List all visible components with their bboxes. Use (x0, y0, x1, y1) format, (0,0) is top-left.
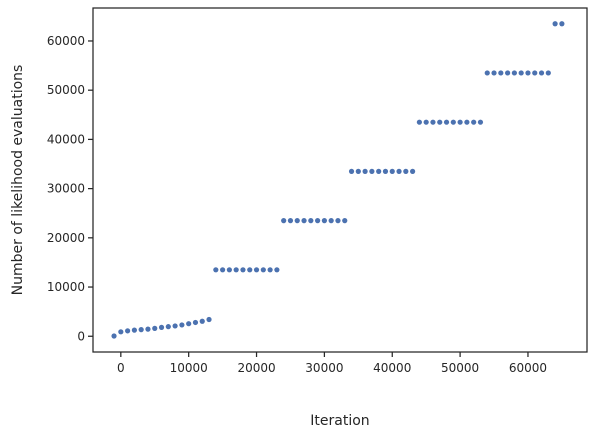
data-point-26 (287, 218, 294, 224)
data-point-41 (389, 168, 395, 174)
data-point-48 (437, 119, 443, 125)
y-tick-label: 50000 (47, 83, 85, 97)
data-point-46 (423, 119, 429, 125)
data-point-33 (335, 218, 341, 224)
data-point-16 (220, 267, 226, 273)
data-point-11 (186, 321, 192, 327)
data-points (111, 21, 565, 339)
data-point-28 (301, 218, 307, 224)
y-axis-label: Number of likelihood evaluations (10, 65, 26, 296)
data-point-19 (240, 267, 246, 273)
data-point-7 (158, 324, 165, 330)
data-point-52 (464, 119, 470, 125)
data-point-40 (382, 168, 389, 174)
data-point-3 (131, 327, 137, 333)
y-tick-label: 10000 (47, 280, 85, 294)
data-point-51 (457, 119, 463, 125)
data-point-58 (505, 70, 511, 76)
data-point-24 (274, 267, 280, 273)
x-tick-label: 60000 (509, 361, 547, 375)
x-axis-ticks: 0 10000 20000 30000 40000 50000 60000 (117, 352, 547, 375)
data-point-5 (145, 326, 151, 332)
x-tick-label: 50000 (441, 361, 479, 375)
data-point-17 (226, 267, 232, 273)
y-tick-label: 40000 (47, 132, 85, 146)
data-point-37 (362, 168, 368, 174)
x-tick-label: 20000 (237, 361, 275, 375)
data-point-60 (518, 70, 524, 76)
data-point-15 (213, 267, 219, 273)
data-point-34 (342, 218, 348, 224)
data-point-66 (559, 21, 565, 27)
data-point-25 (281, 218, 287, 224)
data-point-43 (403, 168, 409, 174)
data-point-47 (430, 119, 436, 125)
data-point-61 (525, 70, 531, 76)
data-point-35 (348, 168, 355, 174)
data-point-1 (118, 329, 124, 335)
y-tick-label: 30000 (47, 182, 85, 196)
data-point-59 (511, 70, 517, 76)
data-point-50 (450, 119, 456, 125)
data-point-45 (416, 119, 422, 125)
data-point-32 (328, 218, 334, 224)
y-tick-label: 20000 (47, 231, 85, 245)
data-point-23 (267, 267, 273, 273)
data-point-44 (410, 168, 416, 174)
data-point-21 (253, 267, 260, 273)
plot-area-frame (92, 7, 588, 353)
data-point-63 (538, 70, 545, 76)
data-point-39 (376, 168, 382, 174)
x-tick-label: 0 (117, 361, 125, 375)
data-point-42 (396, 168, 402, 174)
data-point-27 (294, 218, 300, 224)
data-point-62 (532, 70, 538, 76)
data-point-6 (152, 325, 158, 331)
x-axis-label: Iteration (310, 413, 369, 429)
data-point-12 (192, 319, 199, 326)
data-point-57 (498, 70, 504, 76)
data-point-31 (321, 218, 327, 224)
data-point-14 (206, 316, 212, 323)
data-point-36 (355, 168, 361, 174)
y-tick-label: 0 (77, 329, 85, 343)
x-tick-label: 30000 (305, 361, 343, 375)
y-axis-ticks: 0 10000 20000 30000 40000 50000 60000 (47, 34, 93, 343)
data-point-2 (125, 328, 131, 334)
data-point-30 (315, 218, 321, 224)
x-tick-label: 40000 (373, 361, 411, 375)
data-point-0 (111, 333, 117, 339)
data-point-54 (477, 119, 484, 125)
data-point-53 (471, 119, 477, 125)
data-point-18 (233, 267, 239, 273)
data-point-56 (491, 70, 497, 76)
data-point-49 (443, 119, 450, 125)
data-point-8 (165, 324, 171, 330)
data-point-4 (138, 327, 144, 333)
data-point-22 (260, 267, 266, 273)
y-tick-label: 60000 (47, 34, 85, 48)
data-point-65 (552, 21, 558, 27)
data-point-55 (484, 70, 490, 76)
x-tick-label: 10000 (170, 361, 208, 375)
data-point-13 (199, 318, 205, 324)
data-point-10 (179, 322, 185, 328)
data-point-38 (369, 168, 375, 174)
data-point-64 (545, 70, 551, 76)
data-point-29 (308, 218, 314, 224)
data-point-9 (172, 323, 178, 329)
data-point-20 (247, 267, 253, 273)
